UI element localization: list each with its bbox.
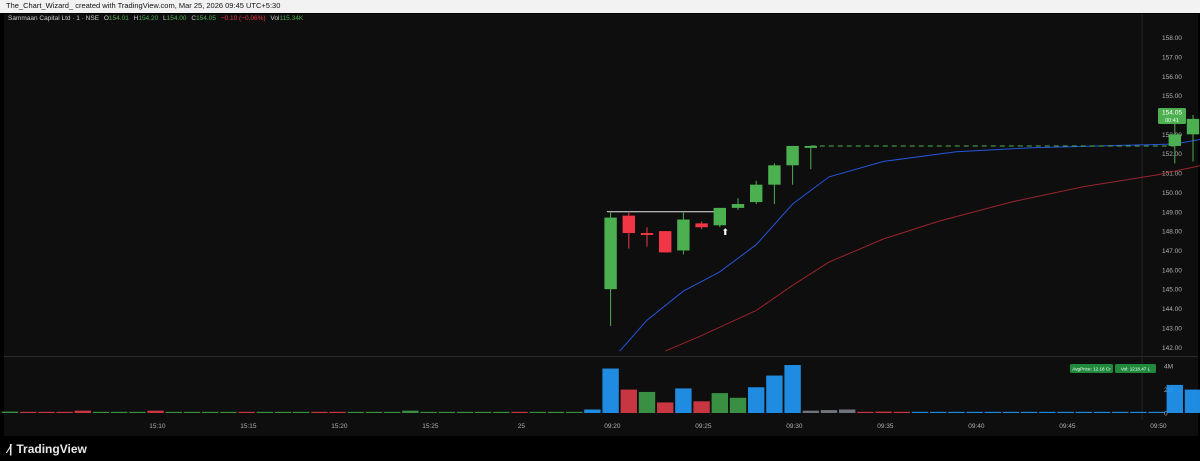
close-value: 154.05 bbox=[196, 15, 216, 22]
symbol-name[interactable]: Sammaan Capital Ltd · 1 · NSE bbox=[8, 15, 100, 22]
snapshot-caption: The_Chart_Wizard_ created with TradingVi… bbox=[6, 1, 281, 10]
low-value: 154.00 bbox=[166, 15, 187, 22]
vol-value: 115.34K bbox=[279, 15, 304, 22]
low-label: L bbox=[163, 15, 167, 22]
change-value: −0.10 (−0.06%) bbox=[220, 15, 266, 22]
high-label: H bbox=[133, 15, 139, 22]
tradingview-wordmark: TradingView bbox=[16, 442, 87, 456]
open-value: 154.01 bbox=[108, 15, 129, 22]
close-label: C bbox=[191, 15, 197, 22]
tradingview-mark-icon: ⁄| bbox=[8, 442, 13, 456]
chart-area[interactable] bbox=[4, 14, 1198, 436]
high-value: 154.20 bbox=[138, 15, 159, 22]
snapshot-caption-bar: The_Chart_Wizard_ created with TradingVi… bbox=[0, 0, 1200, 13]
tradingview-logo[interactable]: ⁄| TradingView bbox=[8, 441, 87, 457]
symbol-legend: Sammaan Capital Ltd · 1 · NSE O154.01 H1… bbox=[8, 15, 303, 22]
open-label: O bbox=[103, 15, 109, 22]
footer-bar bbox=[0, 437, 1200, 461]
vol-label: Vol bbox=[270, 15, 280, 22]
